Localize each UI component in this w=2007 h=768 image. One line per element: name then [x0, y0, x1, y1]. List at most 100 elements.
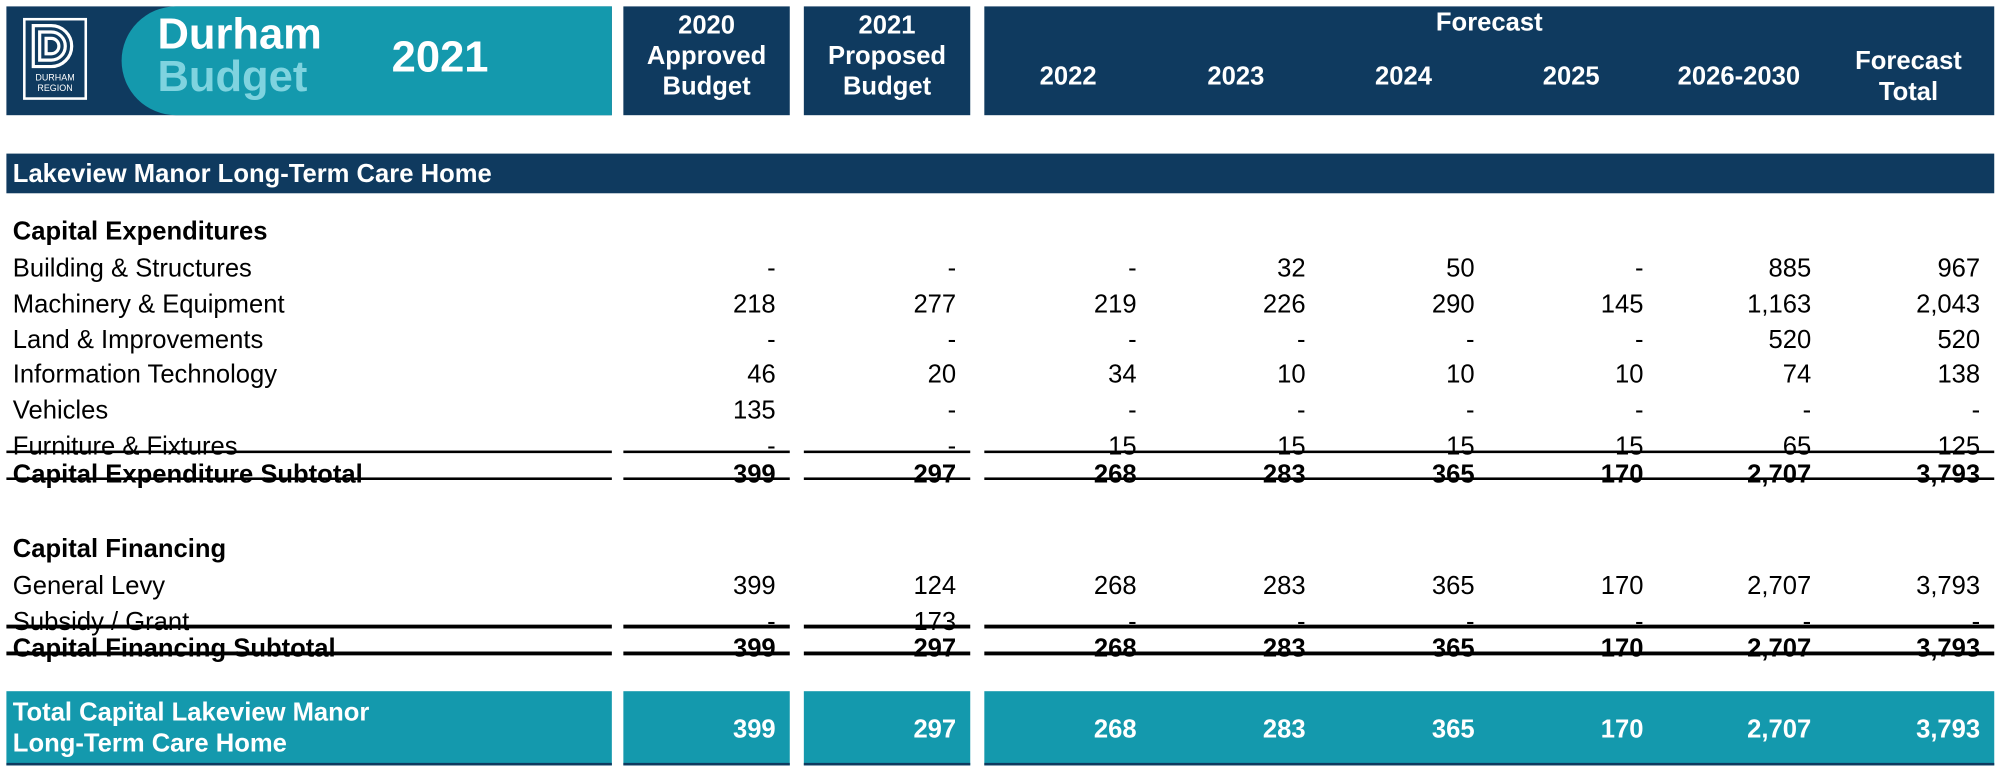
row-label: General Levy [12, 571, 166, 601]
section-bar [6, 153, 1995, 194]
column-header: Budget [842, 72, 932, 102]
brand-line2: Budget [157, 52, 308, 102]
cell-value: 219 [1093, 290, 1137, 319]
header-cell [803, 6, 971, 116]
cell-value: 290 [1431, 290, 1475, 319]
column-header: Forecast [1855, 47, 1962, 76]
cell-value: - [767, 432, 776, 461]
cell-value: 74 [1782, 361, 1812, 390]
cell-value: 10 [1277, 361, 1306, 390]
total-value: 297 [913, 715, 957, 744]
cell-value: - [1128, 397, 1137, 426]
cell-value: - [1802, 397, 1812, 426]
row-label: Building & Structures [12, 254, 252, 283]
total-label: Total Capital Lakeview Manor Long-Term C… [12, 698, 370, 758]
group-title: Capital Financing [12, 534, 227, 563]
cell-value: - [767, 607, 776, 636]
cell-value: 399 [732, 460, 776, 489]
cell-value: 3,793 [1916, 635, 1981, 664]
total-cell [984, 691, 1995, 766]
cell-value: - [1634, 254, 1644, 283]
logo-text: DURHAM REGION [35, 74, 75, 94]
rule [623, 652, 790, 656]
rule [6, 477, 612, 481]
cell-value: 365 [1431, 460, 1475, 489]
total-value: 268 [1093, 715, 1137, 744]
rule [803, 450, 971, 454]
cell-value: 170 [1600, 571, 1644, 601]
cell-value: 226 [1262, 290, 1306, 319]
header-cell [623, 6, 790, 116]
group-title: Capital Expenditures [12, 217, 268, 246]
cell-value: 297 [913, 635, 957, 664]
cell-value: 218 [732, 290, 776, 319]
cell-value: 283 [1262, 460, 1306, 489]
cell-value: 20 [927, 361, 957, 390]
row-label: Information Technology [12, 361, 278, 390]
cell-value: - [1128, 607, 1137, 636]
cell-value: 365 [1431, 635, 1475, 664]
row-label: Capital Financing Subtotal [12, 635, 336, 664]
rule [984, 450, 1995, 454]
cell-value: 50 [1446, 254, 1475, 283]
cell-value: 124 [913, 571, 957, 601]
cell-value: 297 [913, 460, 957, 489]
cell-value: - [1971, 397, 1981, 426]
total-value: 2,707 [1747, 715, 1812, 744]
total-value: 3,793 [1916, 715, 1981, 744]
cell-value: 520 [1768, 325, 1812, 355]
rule [984, 652, 1995, 656]
rule [6, 450, 612, 454]
row-label: Land & Improvements [12, 325, 264, 355]
row-label: Machinery & Equipment [12, 290, 285, 319]
rule [623, 450, 790, 454]
cell-value: 268 [1093, 571, 1137, 601]
cell-value: 277 [913, 290, 957, 319]
cell-value: - [1971, 607, 1981, 636]
cell-value: 10 [1615, 361, 1644, 390]
cell-value: - [1466, 397, 1475, 426]
row-label: Vehicles [12, 397, 109, 426]
column-header: 2021 [858, 11, 916, 40]
cell-value: - [1802, 607, 1812, 636]
cell-value: - [947, 397, 957, 426]
brand-line1: Durham [157, 10, 322, 59]
column-header: 2024 [1375, 62, 1432, 91]
cell-value: 170 [1600, 460, 1644, 489]
cell-value: 15 [1615, 432, 1644, 461]
total-value: 170 [1600, 715, 1644, 744]
cell-value: 173 [913, 607, 957, 636]
header-cell [984, 6, 1995, 116]
column-header: 2026-2030 [1677, 62, 1801, 91]
column-header: 2023 [1207, 62, 1265, 91]
cell-value: - [947, 325, 957, 355]
cell-value: 3,793 [1916, 460, 1981, 489]
cell-value: 2,707 [1747, 635, 1812, 664]
logo-icon: DURHAM REGION [23, 17, 88, 100]
cell-value: 125 [1937, 432, 1981, 461]
cell-value: 268 [1093, 635, 1137, 664]
cell-value: 399 [732, 635, 776, 664]
cell-value: 15 [1108, 432, 1137, 461]
total-cell [623, 691, 790, 766]
rule [803, 477, 971, 481]
column-header: 2020 [678, 11, 736, 40]
cell-value: 135 [732, 397, 776, 426]
total-value: 283 [1262, 715, 1306, 744]
cell-value: - [767, 254, 776, 283]
cell-value: 268 [1093, 460, 1137, 489]
cell-value: - [1297, 607, 1306, 636]
cell-value: 32 [1277, 254, 1306, 283]
rule [803, 625, 971, 629]
total-cell [6, 691, 612, 766]
cell-value: 65 [1782, 432, 1812, 461]
cell-value: 399 [732, 571, 776, 601]
rule [984, 625, 1995, 629]
rule [623, 625, 790, 629]
cell-value: 365 [1431, 571, 1475, 601]
cell-value: 283 [1262, 635, 1306, 664]
column-header: 2025 [1542, 62, 1600, 91]
cell-value: - [1128, 254, 1137, 283]
cell-value: 34 [1108, 361, 1137, 390]
